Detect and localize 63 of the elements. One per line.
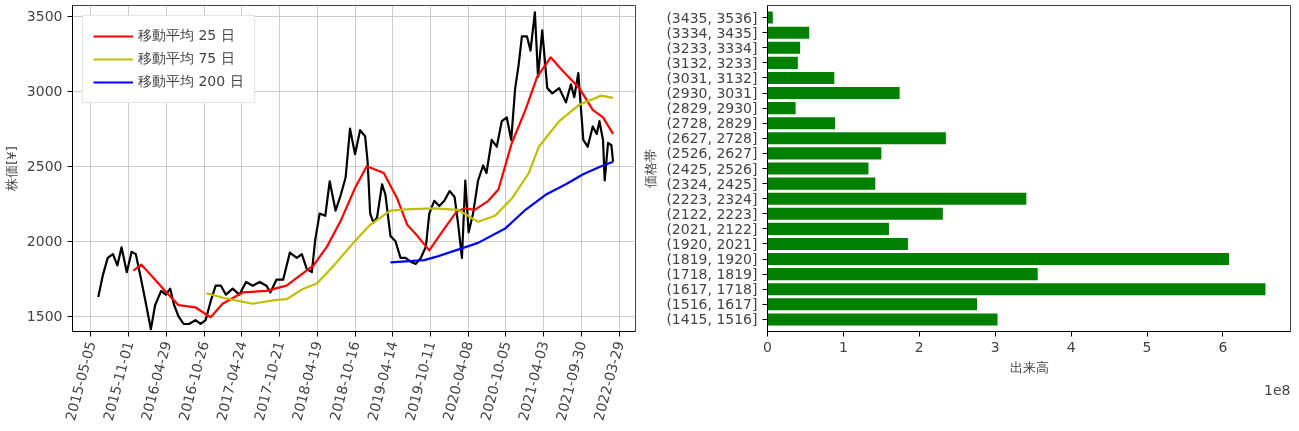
bar xyxy=(767,192,1027,205)
y-tick-label: (2526, 2627] xyxy=(666,145,758,162)
bar xyxy=(767,102,796,115)
bar xyxy=(767,283,1266,296)
bar xyxy=(767,56,798,69)
y-axis-title: 価格帯 xyxy=(643,149,659,188)
x-tick-label: 5 xyxy=(1142,338,1152,355)
y-tick-label: (1920, 2021] xyxy=(666,235,758,252)
y-tick-label: (2223, 2324] xyxy=(666,190,758,207)
x-tick-label: 6 xyxy=(1218,338,1228,355)
bar xyxy=(767,162,869,175)
y-tick-label: 2000 xyxy=(26,233,63,250)
bar xyxy=(767,237,908,250)
y-tick-label: (2930, 3031] xyxy=(666,85,758,102)
y-tick-label: (2627, 2728] xyxy=(666,130,758,147)
legend-label: 移動平均 75 日 xyxy=(138,50,235,68)
line-series xyxy=(389,160,615,264)
line-series xyxy=(205,94,615,305)
y-tick-label: (1415, 1516] xyxy=(666,311,758,328)
y-tick-label: (2021, 2122] xyxy=(666,220,758,237)
y-tick-label: 1500 xyxy=(26,308,63,325)
y-tick-label: (3435, 3536] xyxy=(666,9,758,26)
x-tick-label: 0 xyxy=(763,338,772,355)
x-tick-label: 4 xyxy=(1066,338,1076,355)
y-tick-label: (1617, 1718] xyxy=(666,281,758,298)
bar xyxy=(767,253,1230,266)
legend-label: 移動平均 25 日 xyxy=(138,27,235,45)
bar xyxy=(767,132,946,145)
x-tick-label: 3 xyxy=(990,338,1000,355)
y-tick-label: 3000 xyxy=(26,83,63,100)
y-tick-label: (2324, 2425] xyxy=(666,175,758,192)
y-tick-label: (3132, 3233] xyxy=(666,54,758,71)
y-tick-label: 2500 xyxy=(26,158,63,175)
y-tick-label: (3334, 3435] xyxy=(666,24,758,41)
bar xyxy=(767,298,977,311)
text: 1e8 xyxy=(1264,381,1291,398)
bar xyxy=(767,177,876,190)
legend-label: 移動平均 200 日 xyxy=(138,73,244,91)
bar xyxy=(767,268,1038,281)
x-tick-label: 2 xyxy=(914,338,924,355)
bar xyxy=(767,222,889,235)
y-tick-label: 3500 xyxy=(26,8,63,25)
bar xyxy=(767,26,810,39)
bar xyxy=(767,87,900,100)
y-tick-label: (3031, 3132] xyxy=(666,69,758,86)
x-axis-title: 出来高 xyxy=(1009,359,1049,375)
y-axis-title: 株価[¥] xyxy=(3,146,19,192)
bar xyxy=(767,11,773,24)
y-tick-label: (2122, 2223] xyxy=(666,205,758,222)
y-tick-label: (1718, 1819] xyxy=(666,266,758,283)
y-tick-label: (3233, 3334] xyxy=(666,39,758,56)
y-tick-label: (1516, 1617] xyxy=(666,296,758,313)
bar xyxy=(767,41,801,54)
y-tick-label: (2728, 2829] xyxy=(666,115,758,132)
y-tick-label: (2425, 2526] xyxy=(666,160,758,177)
bar xyxy=(767,313,998,326)
bar xyxy=(767,117,836,130)
y-tick-label: (2829, 2930] xyxy=(666,100,758,117)
y-tick-label: (1819, 1920] xyxy=(666,251,758,268)
bar xyxy=(767,147,882,160)
bar xyxy=(767,71,835,84)
x-tick-label: 1 xyxy=(838,338,848,355)
bar xyxy=(767,207,943,220)
